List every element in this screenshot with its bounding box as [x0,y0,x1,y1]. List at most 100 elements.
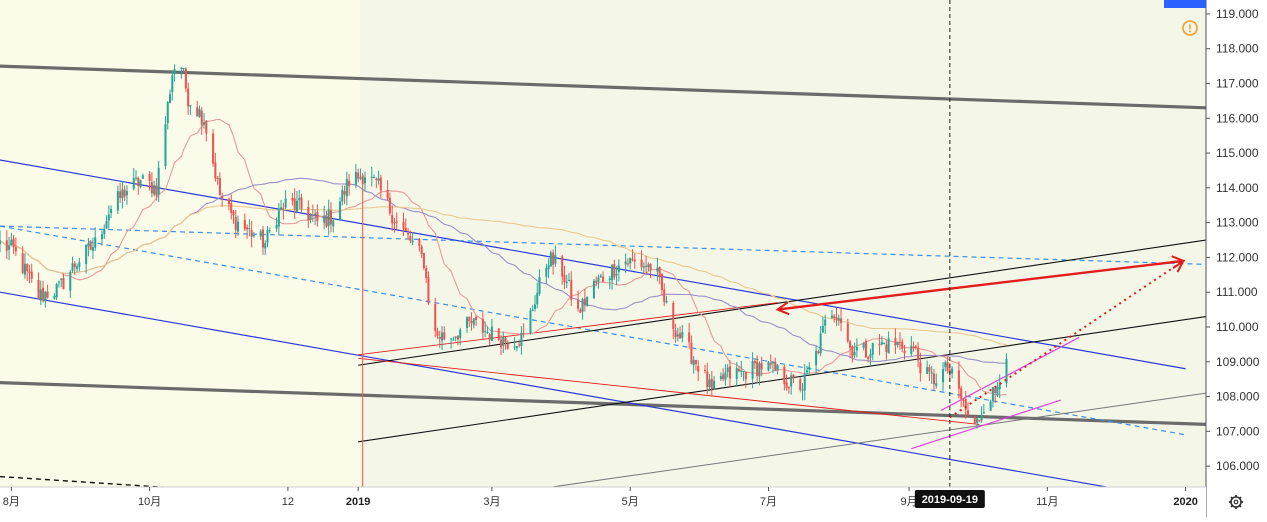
price-tick-label: 106.000 [1216,459,1260,473]
candle-body [633,259,636,262]
candle-body [656,267,659,272]
candle-body [205,120,208,134]
candle-body [862,343,865,348]
candle-body [910,345,913,355]
candle-body [284,198,287,208]
channel-mid-line[interactable] [0,225,1186,436]
candle-body [30,271,33,279]
candle-body [504,337,507,343]
candle-body [592,280,595,299]
candle-body [252,235,255,237]
time-ticks: 8月 10月 12 2019 3月 5月 7月 9月 11月 2020 [3,487,1198,508]
candle-body [894,337,897,346]
thick-top-line[interactable] [0,64,1207,110]
candle-body [450,338,453,340]
candle-body [291,198,294,201]
candle-body [37,279,40,299]
candle-body [645,265,648,267]
candle-body [663,289,666,303]
candle-body [78,262,81,267]
candle-body [155,185,158,196]
candle-body [14,247,17,252]
red-dotted-arrow[interactable] [949,260,1184,419]
candle-body [153,185,156,195]
black-lower-line[interactable] [358,316,1207,443]
time-tick-label: 9月 [900,496,917,508]
dashed-flat-line[interactable] [0,225,1207,265]
time-tick-label: 10月 [138,496,161,508]
candle-body [615,273,618,276]
candle-body [586,296,589,306]
gear-icon-hub [1233,499,1239,505]
price-tick-label: 109.000 [1216,355,1260,369]
candle-body [53,295,56,299]
channel-upper-line[interactable] [0,159,1186,370]
candle-body [728,366,731,379]
red-lower-line[interactable] [358,357,980,425]
candle-body [597,277,600,282]
candle-body [73,263,76,267]
time-axis[interactable] [0,487,1206,517]
arrow-head [775,301,790,316]
candle-body [674,330,677,338]
candle-body [182,68,185,70]
candle-body [808,366,811,370]
candle-body [12,238,15,248]
candle-body [268,230,271,232]
candle-body [10,239,13,245]
channel-lower-line[interactable] [0,291,1186,502]
candle-body [499,339,503,348]
candle-body [123,189,126,197]
red-upper-line[interactable] [358,302,778,356]
candle-body [660,274,663,291]
candle-body [227,199,230,205]
candle-body [978,419,981,422]
red-arrow-left[interactable] [777,287,950,311]
candle-body [26,263,29,272]
candle-body [640,259,643,268]
candle-body [719,376,722,380]
price-marker [1164,0,1206,8]
candle-body [830,315,833,319]
price-axis[interactable] [1206,0,1267,517]
candle-body [864,341,867,358]
candle-body [91,247,94,251]
thick-bottom-line[interactable] [0,381,1207,426]
candle-body [552,252,555,265]
candle-body [980,415,983,421]
candle-body [150,182,153,194]
candle-body [697,366,700,372]
magenta-lower-line[interactable] [911,399,1062,450]
red-arrow[interactable] [949,259,1184,290]
price-tick-label: 110.000 [1216,320,1259,334]
candle-body [497,328,500,340]
gear-icon[interactable] [1229,495,1243,509]
candle-body [901,341,904,349]
candle-body [395,221,398,223]
candle-body [484,330,487,332]
ma-long-line[interactable] [0,205,1007,345]
candle-body [316,212,319,222]
exclamation-circle-icon[interactable] [1182,20,1198,36]
price-tick-label: 115.000 [1216,146,1259,160]
candle-body [957,370,960,389]
candle-body [110,209,113,214]
candle-body [932,373,935,385]
candle-body [243,219,246,229]
candle-body [824,319,827,326]
candle-body [599,275,602,278]
candle-body [928,367,931,372]
candle-body [105,220,108,229]
candle-body [407,233,410,235]
price-tick-label: 107.000 [1216,424,1260,438]
time-tick-label: 12 [282,496,294,508]
black-upper-line[interactable] [358,239,1207,366]
candle-body [1005,358,1008,384]
candle-body [230,203,233,213]
candle-body [87,243,90,247]
candle-body [722,374,725,380]
candle-body [280,207,283,211]
candle-body [329,210,332,225]
candle-body [919,362,922,374]
